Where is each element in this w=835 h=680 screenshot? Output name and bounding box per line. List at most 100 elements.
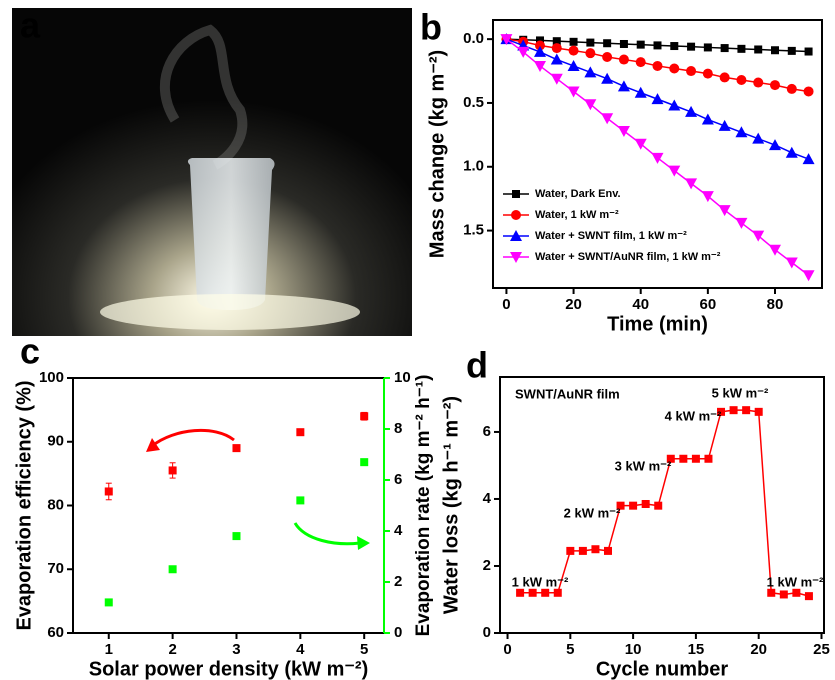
annotation: 5 kW m⁻² — [712, 385, 769, 400]
marker — [629, 501, 638, 510]
marker — [567, 86, 580, 98]
marker — [767, 588, 776, 597]
marker — [591, 545, 600, 554]
plot-frame — [492, 19, 823, 289]
x-axis-title: Time (min) — [607, 313, 708, 335]
y-tick-label: 70 — [47, 560, 64, 577]
x-tick-label: 0 — [502, 296, 510, 313]
y-axis-title: Water loss (kg h⁻¹ m⁻²) — [440, 396, 462, 614]
marker — [618, 54, 629, 65]
legend-label: Water, 1 kW m⁻² — [535, 209, 619, 221]
marker — [701, 113, 714, 125]
marker — [753, 77, 764, 88]
y-tick-label: 2 — [483, 557, 491, 574]
marker — [668, 99, 681, 111]
marker — [651, 152, 664, 164]
marker — [737, 44, 746, 53]
marker — [752, 132, 765, 144]
annotation: 4 kW m⁻² — [665, 408, 722, 423]
marker — [742, 406, 751, 415]
annotation: 1 kW m⁻² — [767, 574, 824, 589]
marker — [752, 230, 765, 242]
marker — [566, 546, 575, 555]
marker — [802, 270, 815, 282]
marker — [786, 83, 797, 94]
marker — [534, 60, 546, 72]
annotation: 3 kW m⁻² — [615, 458, 672, 473]
y2-tick-label: 4 — [394, 522, 403, 539]
marker — [641, 499, 650, 508]
marker — [736, 74, 747, 85]
marker — [679, 454, 688, 463]
marker — [769, 244, 781, 256]
marker — [535, 40, 545, 51]
photo — [12, 8, 412, 336]
y2-tick-label: 8 — [394, 420, 402, 437]
marker — [651, 93, 664, 105]
marker — [528, 588, 537, 597]
marker — [634, 138, 647, 150]
marker — [754, 407, 763, 416]
marker — [510, 230, 522, 241]
y2-tick-label: 6 — [394, 471, 402, 488]
marker — [553, 588, 562, 597]
y-axis-title: Evaporation efficiency (%) — [13, 380, 35, 630]
marker — [720, 44, 729, 53]
marker — [232, 532, 241, 541]
marker — [719, 72, 730, 83]
marker — [803, 86, 814, 97]
plot-frame — [499, 376, 825, 634]
marker — [735, 126, 748, 138]
marker — [550, 53, 563, 65]
annotation: 1 kW m⁻² — [512, 574, 569, 589]
y-tick-label: 0 — [483, 624, 491, 641]
marker — [517, 46, 530, 58]
marker — [500, 34, 513, 46]
marker — [168, 565, 177, 574]
marker — [578, 546, 587, 555]
panel-label: d — [466, 345, 488, 386]
arrow — [293, 522, 361, 546]
marker — [617, 126, 630, 138]
marker — [584, 66, 597, 78]
marker — [360, 458, 369, 467]
marker — [360, 412, 369, 421]
marker — [704, 454, 713, 463]
marker — [296, 496, 305, 505]
marker — [296, 428, 305, 437]
panel-label: c — [20, 331, 40, 372]
marker — [634, 86, 647, 98]
panel-label: a — [20, 5, 41, 46]
marker — [702, 68, 713, 79]
marker — [635, 57, 646, 68]
marker — [668, 165, 681, 177]
marker — [792, 588, 801, 597]
marker — [602, 52, 613, 63]
marker — [586, 38, 595, 47]
y2-tick-label: 0 — [394, 624, 402, 641]
marker — [785, 146, 798, 158]
annotation: SWNT/AuNR film — [515, 386, 620, 401]
marker — [510, 252, 522, 263]
marker — [569, 37, 578, 46]
legend-label: Water + SWNT film, 1 kW m⁻² — [535, 230, 687, 242]
series-line — [520, 409, 810, 597]
marker — [770, 80, 780, 91]
y-tick-label: 100 — [39, 369, 64, 386]
plot-frame — [72, 377, 385, 634]
x-tick-label: 20 — [750, 641, 767, 658]
marker — [685, 178, 698, 190]
marker — [718, 119, 731, 131]
y-tick-label: 1.0 — [463, 158, 484, 175]
x-tick-label: 2 — [168, 641, 176, 658]
marker — [619, 39, 628, 48]
marker — [512, 190, 520, 198]
marker — [541, 588, 550, 597]
x-tick-label: 20 — [565, 296, 582, 313]
x-tick-label: 5 — [360, 641, 368, 658]
marker — [604, 546, 612, 555]
marker — [654, 501, 663, 510]
x-tick-label: 0 — [503, 641, 511, 658]
marker — [568, 45, 579, 56]
